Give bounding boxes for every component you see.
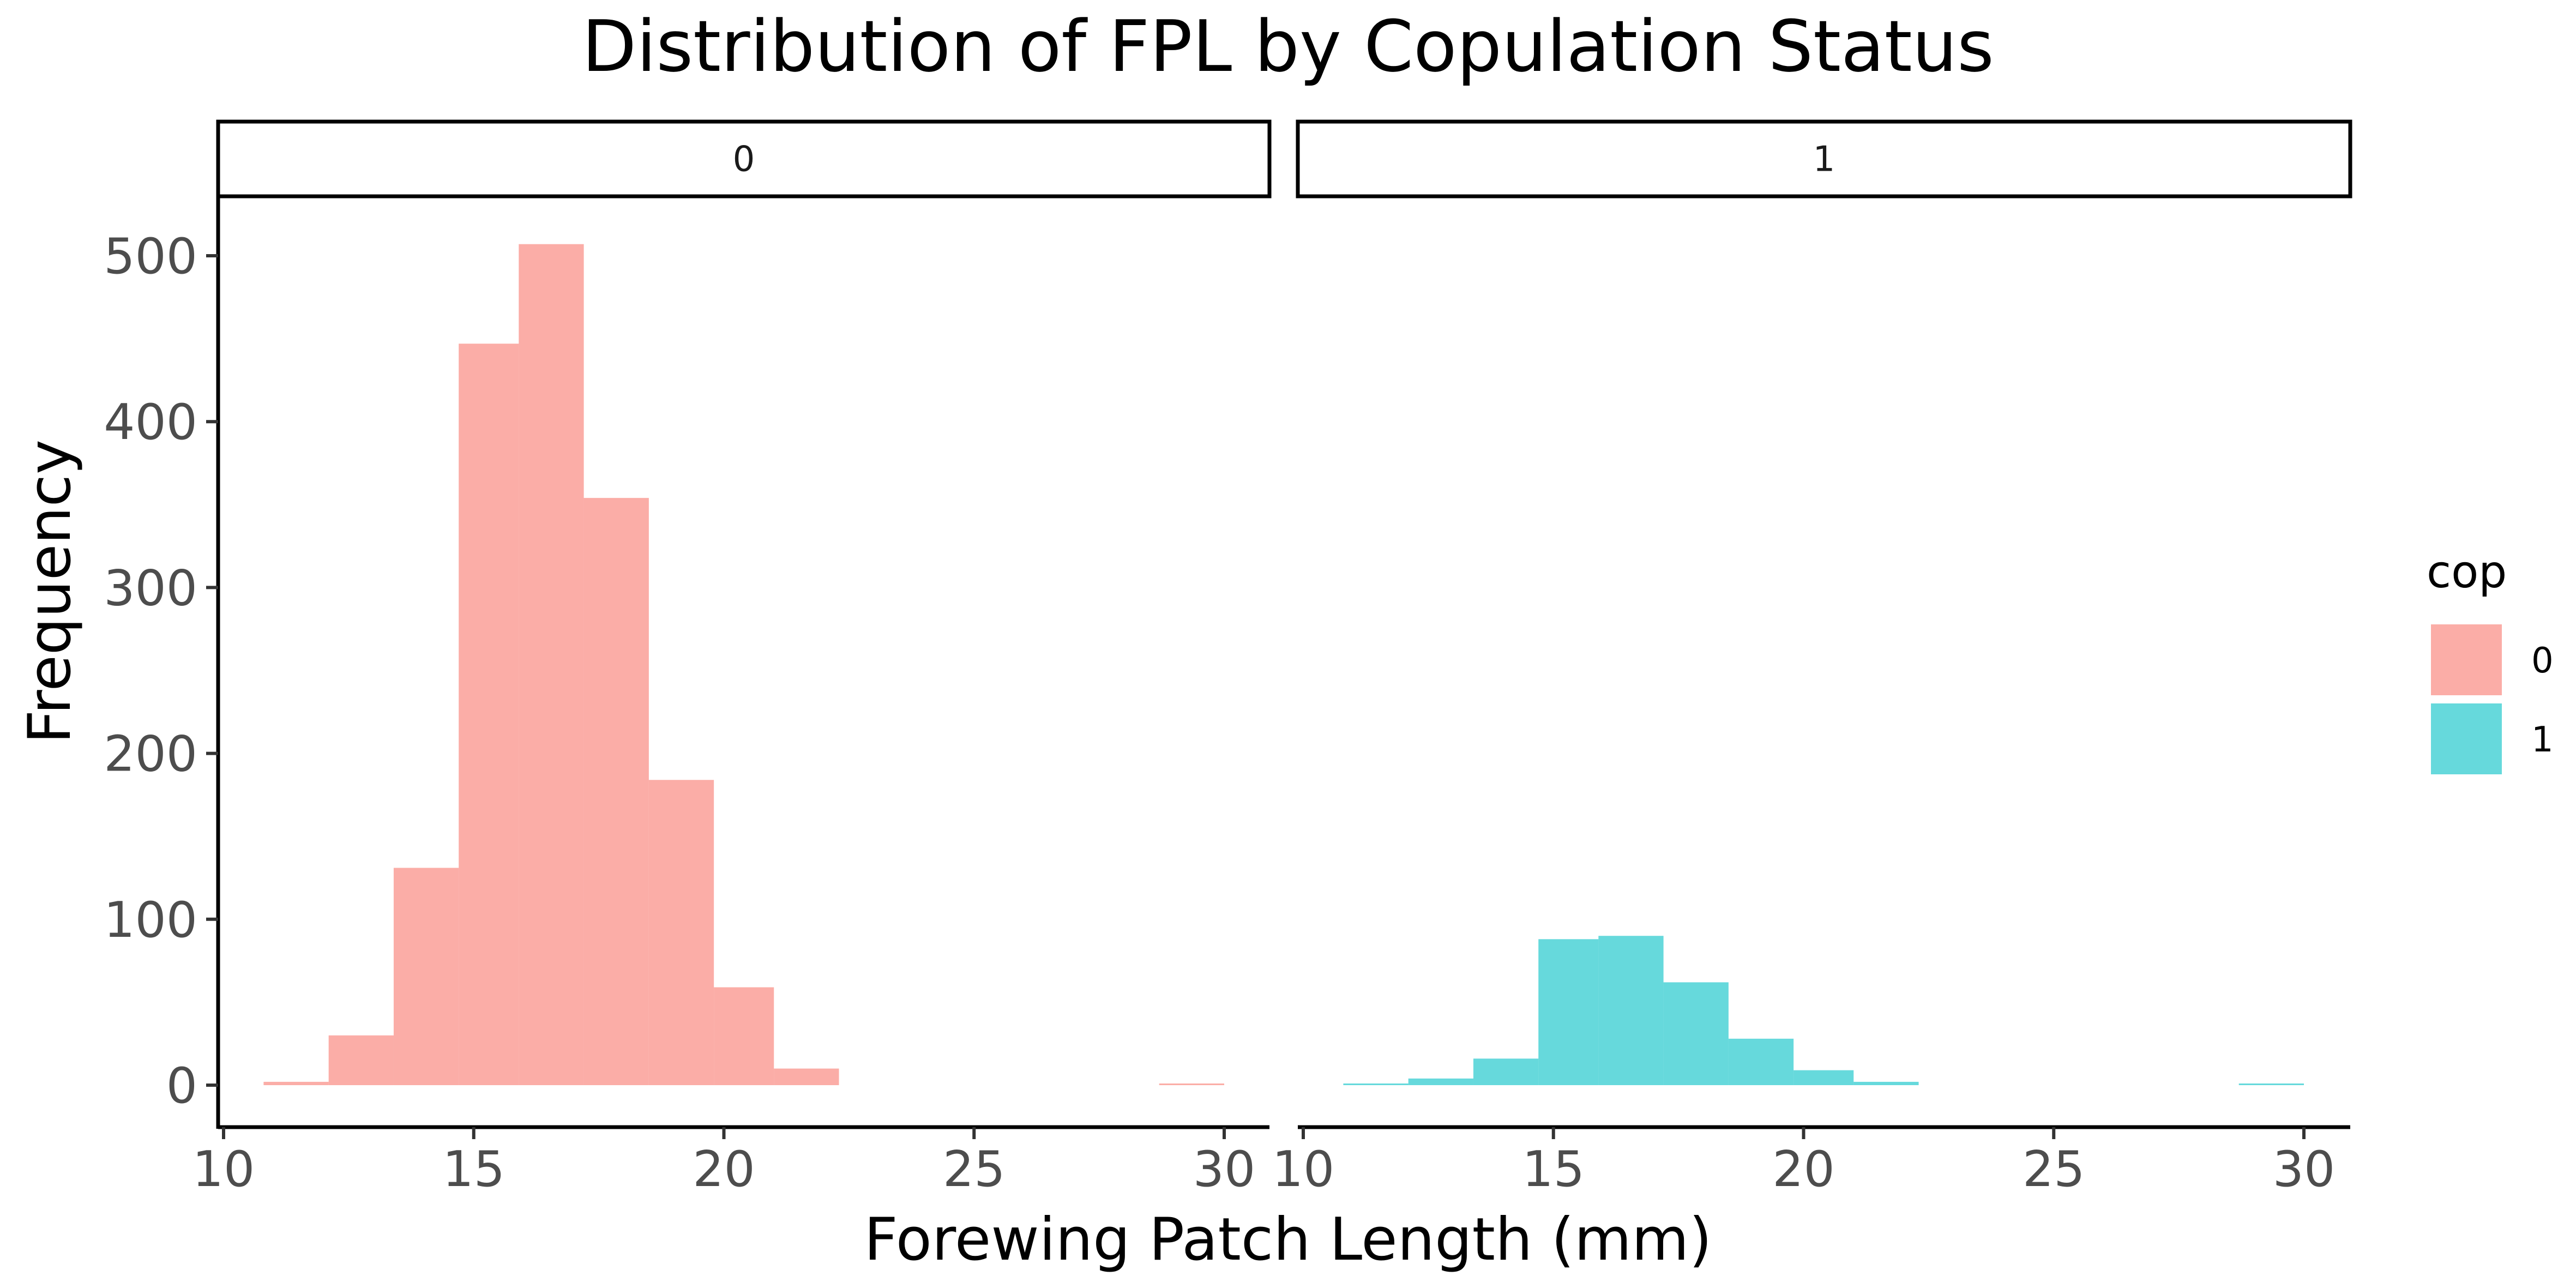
x-tick-label: 10 (1272, 1141, 1335, 1198)
histogram-bar (714, 987, 774, 1085)
histogram-bar (519, 244, 584, 1085)
facet-strip-label: 1 (1813, 140, 1835, 180)
x-tick-label: 10 (192, 1141, 255, 1198)
histogram-bar (263, 1081, 329, 1085)
y-tick-label: 200 (104, 726, 197, 783)
histogram-bar (1538, 939, 1599, 1085)
y-tick-label: 500 (104, 228, 197, 285)
y-tick-label: 300 (104, 559, 197, 617)
histogram-bar (1343, 1083, 1409, 1085)
histogram-bar (1728, 1038, 1794, 1085)
y-tick-label: 0 (166, 1057, 197, 1115)
x-tick-label: 20 (693, 1141, 755, 1198)
x-tick-label: 25 (2023, 1141, 2085, 1198)
facet-panel-1: 1 10 15 20 25 30 (1272, 119, 2352, 1198)
x-tick-label: 15 (1522, 1141, 1585, 1198)
legend-label: 1 (2531, 720, 2554, 760)
histogram-bar (648, 780, 714, 1085)
chart-title: Distribution of FPL by Copulation Status (582, 5, 1994, 88)
x-tick-label: 25 (943, 1141, 1006, 1198)
histogram-bar (1598, 936, 1664, 1085)
legend: cop 01 (2427, 546, 2554, 774)
x-tick-label: 30 (1193, 1141, 1256, 1198)
facet-strip (216, 119, 1272, 198)
histogram-bar (459, 344, 519, 1085)
legend-title: cop (2427, 546, 2507, 598)
y-tick-label: 400 (104, 394, 197, 451)
legend-swatch (2431, 624, 2502, 695)
histogram-bar (774, 1068, 839, 1085)
histogram-bar (328, 1035, 394, 1085)
histogram-bar (1408, 1078, 1473, 1085)
legend-entries: 01 (2431, 624, 2554, 774)
y-axis-title: Frequency (16, 440, 84, 744)
histogram-bar (583, 498, 649, 1085)
histogram-bar (1793, 1070, 1854, 1085)
x-axis-title: Forewing Patch Length (mm) (864, 1206, 1712, 1274)
legend-label: 0 (2531, 641, 2554, 681)
histogram-bar (2238, 1083, 2304, 1085)
histogram-bar (1159, 1083, 1224, 1085)
x-tick-label: 15 (442, 1141, 505, 1198)
histogram-bar (393, 868, 459, 1085)
facet-strip-label: 0 (733, 140, 755, 180)
facet-strip (1296, 119, 2352, 198)
histogram-bar (1663, 982, 1729, 1085)
histogram-bar (1853, 1081, 1919, 1085)
legend-swatch (2431, 703, 2502, 774)
y-tick-label: 100 (104, 892, 197, 949)
x-tick-label: 20 (1772, 1141, 1835, 1198)
histogram-bar (1473, 1058, 1539, 1085)
x-tick-label: 30 (2273, 1141, 2336, 1198)
